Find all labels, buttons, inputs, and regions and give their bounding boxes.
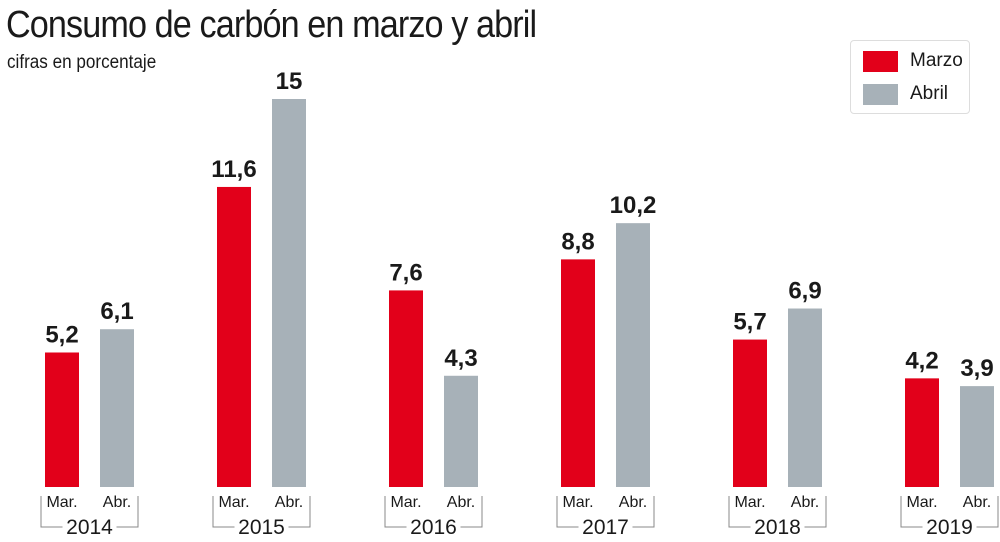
year-bracket bbox=[556, 496, 655, 528]
value-label: 6,9 bbox=[788, 278, 821, 305]
year-label: 2016 bbox=[410, 516, 457, 539]
value-label: 4,2 bbox=[905, 347, 938, 374]
bar-label: Abr. bbox=[963, 494, 991, 511]
value-label: 5,7 bbox=[733, 309, 766, 336]
bar-abril-2019 bbox=[960, 386, 994, 487]
year-label: 2017 bbox=[582, 516, 629, 539]
value-label: 8,8 bbox=[561, 228, 594, 255]
value-label: 11,6 bbox=[211, 156, 256, 183]
value-label: 10,2 bbox=[610, 192, 657, 219]
legend-swatch-marzo bbox=[863, 50, 898, 72]
year-bracket bbox=[40, 496, 139, 528]
bar-marzo-2016 bbox=[389, 290, 423, 487]
legend: Marzo Abril bbox=[850, 40, 970, 114]
bar-label: Mar. bbox=[906, 494, 937, 511]
chart-subtitle: cifras en porcentaje bbox=[7, 52, 157, 73]
legend-swatch-abril bbox=[863, 83, 898, 105]
legend-item-abril: Abril bbox=[863, 83, 948, 105]
value-label: 7,6 bbox=[389, 259, 422, 286]
year-label: 2014 bbox=[66, 516, 113, 539]
bar-label: Abr. bbox=[103, 494, 131, 511]
bar-abril-2017 bbox=[616, 223, 650, 487]
bar-abril-2014 bbox=[100, 329, 134, 487]
legend-label: Abril bbox=[910, 83, 949, 104]
year-bracket bbox=[212, 496, 311, 528]
bar-label: Abr. bbox=[619, 494, 647, 511]
value-label: 5,2 bbox=[45, 321, 78, 348]
bar-label: Mar. bbox=[562, 494, 593, 511]
bar-label: Mar. bbox=[218, 494, 249, 511]
value-label: 3,9 bbox=[960, 355, 993, 382]
legend-item-marzo: Marzo bbox=[863, 50, 963, 72]
bar-marzo-2014 bbox=[45, 352, 79, 487]
year-bracket bbox=[728, 496, 827, 528]
bar-abril-2016 bbox=[444, 375, 478, 487]
bar-marzo-2018 bbox=[733, 339, 767, 487]
bar-marzo-2017 bbox=[561, 259, 595, 487]
value-label: 15 bbox=[276, 68, 303, 95]
bar-label: Mar. bbox=[390, 494, 421, 511]
bar-label: Mar. bbox=[734, 494, 765, 511]
bar-marzo-2019 bbox=[905, 378, 939, 487]
year-label: 2019 bbox=[926, 516, 973, 539]
year-label: 2015 bbox=[238, 516, 285, 539]
year-bracket bbox=[900, 496, 999, 528]
year-label: 2018 bbox=[754, 516, 801, 539]
bar-label: Abr. bbox=[791, 494, 819, 511]
chart-title: Consumo de carbón en marzo y abril bbox=[6, 4, 537, 46]
bar-marzo-2015 bbox=[217, 186, 251, 488]
bar-abril-2015 bbox=[272, 99, 306, 487]
value-label: 4,3 bbox=[444, 345, 477, 372]
year-bracket bbox=[384, 496, 483, 528]
bar-label: Mar. bbox=[46, 494, 77, 511]
bar-abril-2018 bbox=[788, 308, 822, 487]
bar-label: Abr. bbox=[275, 494, 303, 511]
legend-label: Marzo bbox=[910, 50, 963, 71]
bar-label: Abr. bbox=[447, 494, 475, 511]
value-label: 6,1 bbox=[100, 298, 133, 325]
